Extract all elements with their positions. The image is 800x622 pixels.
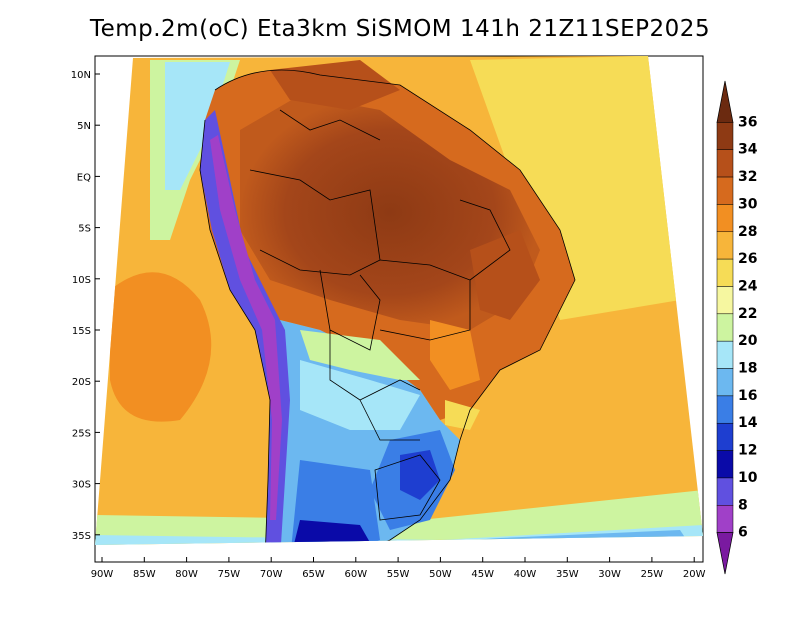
lon-label: 25W (641, 569, 664, 580)
lon-label: 90W (91, 569, 114, 580)
lat-label: 25S (72, 428, 91, 439)
latitude-axis: 10N 5N EQ 5S 10S 15S 20S 25S 30S 35S (71, 70, 100, 542)
colorbar-segment (716, 286, 734, 315)
colorbar-label: 28 (738, 224, 757, 240)
colorbar-label: 34 (738, 142, 758, 158)
colorbar-segment (716, 204, 734, 233)
andes-cold-strip (200, 110, 290, 545)
colorbar-label: 30 (738, 196, 758, 212)
colorbar-label: 36 (738, 114, 757, 130)
longitude-axis: 90W 85W 80W 75W 70W 65W 60W 55W 50W 45W 40W 35W 30W 2… (91, 557, 706, 580)
colorbar-label: 22 (738, 306, 757, 322)
colorbar-segment (716, 258, 734, 287)
colorbar-segment (716, 505, 734, 533)
lon-label: 85W (133, 569, 156, 580)
colorbar-segment (716, 149, 734, 178)
colorbar-bottom-arrow (716, 532, 734, 575)
colorbar-segment (716, 340, 734, 369)
pacific-warm-patch (110, 272, 212, 422)
colorbar-segment (716, 395, 734, 424)
patagonia-cold (290, 520, 380, 545)
colorbar-segment (716, 450, 734, 479)
colorbar-label: 12 (738, 443, 757, 459)
lon-label: 35W (556, 569, 579, 580)
colorbar-label: 8 (738, 497, 748, 513)
lon-label: 70W (260, 569, 283, 580)
lat-label: 10N (71, 70, 91, 81)
lat-label: 5N (77, 121, 91, 132)
lon-label: 50W (429, 569, 452, 580)
lon-label: 75W (218, 569, 241, 580)
sao-paulo-mild (445, 400, 480, 430)
colorbar-label: 24 (738, 278, 758, 294)
lon-label: 20W (683, 569, 706, 580)
lon-label: 45W (471, 569, 494, 580)
lat-label: 20S (72, 377, 91, 388)
colorbar-segment (716, 313, 734, 342)
colorbar-label: 32 (738, 169, 757, 185)
colorbar-segment (716, 477, 734, 506)
lat-label: 35S (72, 531, 91, 542)
temperature-field (95, 56, 703, 545)
colorbar-segment (716, 368, 734, 397)
temperature-colorbar: 36 34 32 30 28 26 24 22 20 18 16 14 12 10 8 6 (716, 80, 758, 575)
colorbar-label: 6 (738, 525, 748, 541)
lon-label: 65W (302, 569, 325, 580)
lon-label: 30W (598, 569, 621, 580)
lon-label: 40W (514, 569, 537, 580)
lon-label: 80W (175, 569, 198, 580)
colorbar-segment (716, 122, 734, 150)
country-borders (199, 69, 576, 545)
colorbar-segment (716, 422, 734, 451)
lat-label: 5S (78, 224, 91, 235)
lat-label: 15S (72, 326, 91, 337)
lat-label: 10S (72, 275, 91, 286)
lon-label: 55W (387, 569, 410, 580)
colorbar-label: 20 (738, 333, 758, 349)
guiana-hot (270, 60, 400, 110)
south-brazil-colder (400, 450, 440, 500)
colorbar-label: 14 (738, 415, 758, 431)
colorbar-segment (716, 176, 734, 205)
map-title: Temp.2m(oC) Eta3km SiSMOM 141h 21Z11SEP2… (89, 16, 711, 42)
colorbar-label: 10 (738, 470, 758, 486)
lat-label: EQ (77, 172, 91, 183)
andes-peak-strip (210, 135, 282, 520)
lon-label: 60W (344, 569, 367, 580)
colorbar-label: 18 (738, 361, 757, 377)
colorbar-segment (716, 231, 734, 260)
colorbar-label: 16 (738, 388, 757, 404)
northeast-hot (470, 230, 540, 320)
atlantic-warm-band (470, 56, 680, 320)
colorbar-top-arrow (716, 80, 734, 123)
lat-label: 30S (72, 480, 91, 491)
colorbar-label: 26 (738, 251, 757, 267)
minas-warm (430, 320, 480, 390)
